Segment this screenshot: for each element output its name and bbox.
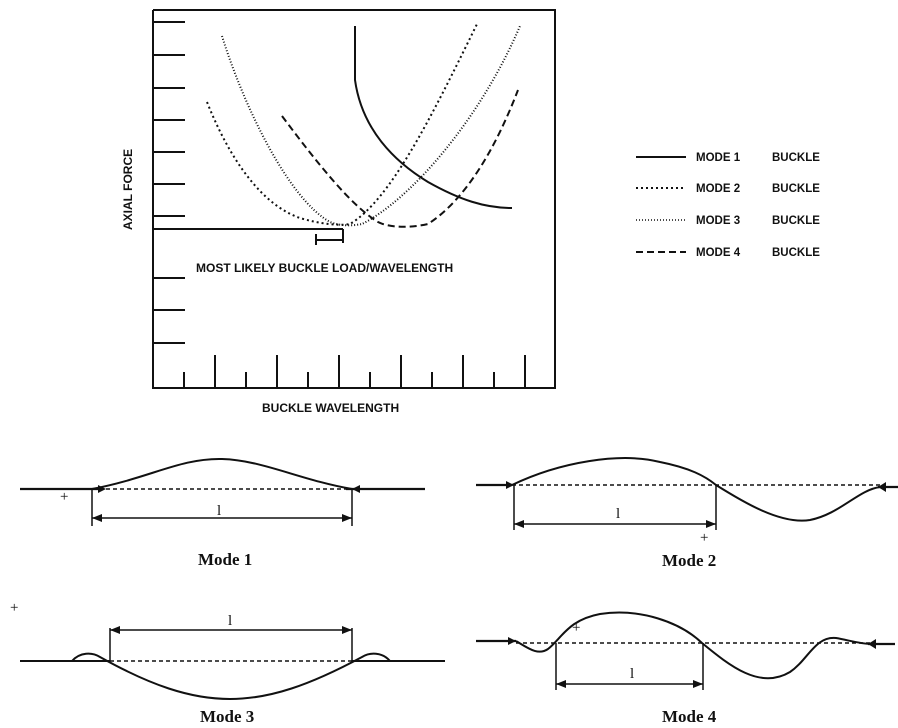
mode-1-plus-mark: + <box>60 489 68 505</box>
mode-1-title: Mode 1 <box>198 550 252 569</box>
curves <box>206 23 521 228</box>
mode-2-shape <box>511 457 881 522</box>
chart-frame <box>152 9 556 389</box>
most-likely-annotation: MOST LIKELY BUCKLE LOAD/WAVELENGTH <box>196 261 453 275</box>
mode-3-title: Mode 3 <box>200 707 254 726</box>
mode-1-diagram: l + Mode 1 <box>20 457 425 569</box>
mode-1-shape <box>91 457 353 490</box>
y-axis-label: AXIAL FORCE <box>121 149 135 230</box>
mode-4-diagram: l + Mode 4 <box>476 611 895 726</box>
mode-1-curve <box>354 26 513 209</box>
mode-4-shape <box>515 611 871 680</box>
legend-mode-3-label: MODE 3 <box>696 215 740 227</box>
legend-mode-4-label: MODE 4 <box>696 247 741 259</box>
mode-1-length-label: l <box>217 503 221 519</box>
legend-mode-1-word: BUCKLE <box>772 152 820 164</box>
mode-4-curve <box>281 89 519 228</box>
legend: MODE 1 BUCKLE MODE 2 BUCKLE MODE 3 BUCKL… <box>636 152 820 259</box>
mode-3-plus-mark: + <box>10 600 18 616</box>
legend-mode-4-word: BUCKLE <box>772 247 820 259</box>
legend-mode-1-label: MODE 1 <box>696 152 741 164</box>
legend-mode-2-label: MODE 2 <box>696 183 740 195</box>
mode-2-plus-mark: + <box>700 530 708 546</box>
mode-2-title: Mode 2 <box>662 551 716 570</box>
mode-3-diagram: l + Mode 3 <box>10 600 445 726</box>
x-axis-label: BUCKLE WAVELENGTH <box>262 401 399 415</box>
mode-4-title: Mode 4 <box>662 707 717 726</box>
load-marker <box>153 228 344 245</box>
chart-border <box>152 9 556 389</box>
y-axis-ticks <box>153 21 185 344</box>
legend-mode-3-word: BUCKLE <box>772 215 820 227</box>
mode-2-diagram: l + Mode 2 <box>476 457 898 570</box>
x-axis-ticks <box>183 355 526 388</box>
legend-mode-2-word: BUCKLE <box>772 183 820 195</box>
mode-4-plus-mark: + <box>572 620 580 636</box>
mode-3-length-label: l <box>228 613 232 629</box>
mode-3-curve <box>221 25 521 227</box>
mode-3-shape <box>71 652 391 701</box>
mode-2-length-label: l <box>616 506 620 522</box>
mode-2-curve <box>206 23 478 226</box>
mode-4-length-label: l <box>630 666 634 682</box>
